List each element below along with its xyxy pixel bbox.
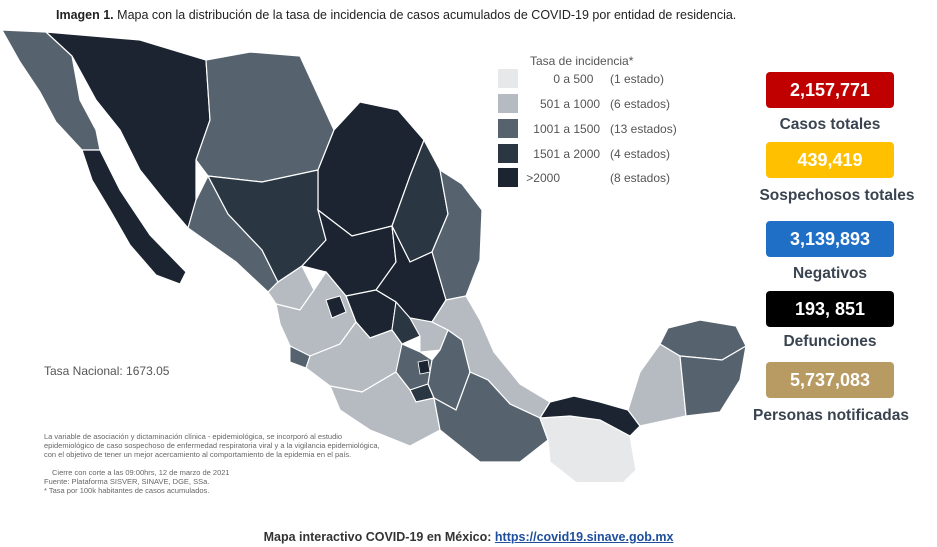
footer-link[interactable]: https://covid19.sinave.gob.mx [494,530,674,544]
legend-swatch-2 [498,94,518,113]
stat-sospechosos-label: Sospechosos totales [759,187,915,204]
legend-row-2: 501 a 1000 (6 estados) [498,94,698,114]
note-cutoff: Cierre con corte a las 09:00hrs, 12 de m… [52,468,230,477]
state-chihuahua [195,51,335,183]
legend-swatch-4 [498,144,518,163]
mexico-choropleth-map [0,29,747,482]
legend-swatch-1 [498,69,518,88]
legend-range-5: >2000 [526,171,560,185]
map-title: Imagen 1. Mapa con la distribución de la… [56,8,736,22]
note-source: Fuente: Plataforma SISVER, SINAVE, DGE, … [44,477,210,486]
stat-casos-totales-label: Casos totales [779,116,881,133]
legend-count-1: (1 estado) [610,72,665,86]
legend-row-4: 1501 a 2000 (4 estados) [498,144,698,164]
legend-title: Tasa de incidencia* [530,54,634,68]
state-quintana-roo [679,344,747,417]
title-prefix: Imagen 1. [56,8,114,22]
stat-negativos-label: Negativos [792,265,868,282]
legend-row-1: 0 a 500 (1 estado) [498,69,698,89]
stat-negativos-value: 3,139,893 [766,221,894,257]
stat-casos-totales-value: 2,157,771 [766,72,894,108]
legend-range-4: 1501 a 2000 [533,147,601,161]
legend-count-5: (8 estados) [610,171,671,185]
legend-row-5: >2000 (8 estados) [498,168,698,188]
legend-swatch-5 [498,168,518,187]
stat-notificadas-value: 5,737,083 [766,362,894,398]
national-rate: Tasa Nacional: 1673.05 [44,364,170,378]
state-queretaro [391,300,421,345]
state-campeche [627,343,687,427]
footer: Mapa interactivo COVID-19 en México: htt… [0,530,937,544]
state-cdmx [417,359,431,375]
note-line-1: La variable de asociación y dictaminació… [44,432,343,441]
legend-row-3: 1001 a 1500 (13 estados) [498,119,698,139]
footer-label: Mapa interactivo COVID-19 en México: [263,530,492,544]
legend-count-4: (4 estados) [610,147,671,161]
legend-range-1: 0 a 500 [553,72,594,86]
state-baja-california-sur [81,149,187,285]
note-line-3: con el objetivo de tener un mejor acerca… [44,450,352,459]
legend-swatch-3 [498,119,518,138]
state-tabasco [538,395,641,437]
stat-defunciones-label: Defunciones [783,333,877,350]
stat-notificadas-label: Personas notificadas [753,407,909,424]
stat-sospechosos-value: 439,419 [766,142,894,178]
state-aguascalientes [325,295,347,319]
note-line-2: epidemiológico de caso sospechoso de enf… [44,441,380,450]
legend-range-2: 501 a 1000 [539,97,601,111]
stat-defunciones-value: 193, 851 [766,291,894,327]
legend-count-2: (6 estados) [610,97,671,111]
legend-range-3: 1001 a 1500 [533,122,601,136]
title-text: Mapa con la distribución de la tasa de i… [117,8,737,22]
note-rate: * Tasa por 100k habitantes de casos acum… [44,486,210,495]
legend-count-3: (13 estados) [610,122,677,136]
